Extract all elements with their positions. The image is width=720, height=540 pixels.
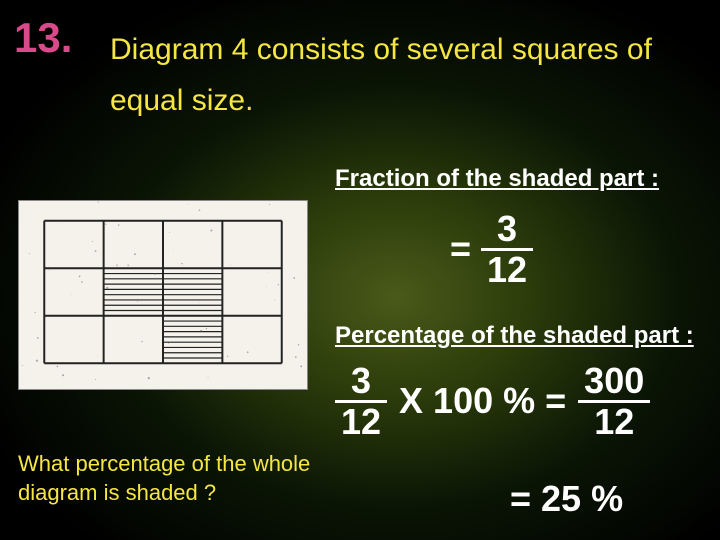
percentage-equation: 3 12 X 100 % = 300 12 xyxy=(335,362,710,441)
pct-frac-den: 12 xyxy=(335,403,387,441)
percentage-heading: Percentage of the shaded part : xyxy=(335,322,694,350)
fraction-heading: Fraction of the shaded part : xyxy=(335,165,659,193)
pct-fraction-left: 3 12 xyxy=(335,362,387,441)
fraction-numerator: 3 xyxy=(481,210,533,251)
fraction-denominator: 12 xyxy=(481,251,533,289)
final-answer: = 25 % xyxy=(510,478,623,520)
pct-result-den: 12 xyxy=(578,403,650,441)
fraction-equation: = 3 12 xyxy=(450,210,533,289)
pct-frac-num: 3 xyxy=(335,362,387,403)
diagram-figure xyxy=(18,200,308,390)
fraction-value: 3 12 xyxy=(481,210,533,289)
question-text: Diagram 4 consists of several squares of… xyxy=(110,24,710,126)
pct-fraction-right: 300 12 xyxy=(578,362,650,441)
times-hundred: X 100 % = xyxy=(399,380,566,422)
question-number: 13. xyxy=(14,14,72,62)
pct-result-num: 300 xyxy=(578,362,650,403)
equals-sign: = xyxy=(450,228,471,270)
sub-question: What percentage of the whole diagram is … xyxy=(18,450,318,507)
